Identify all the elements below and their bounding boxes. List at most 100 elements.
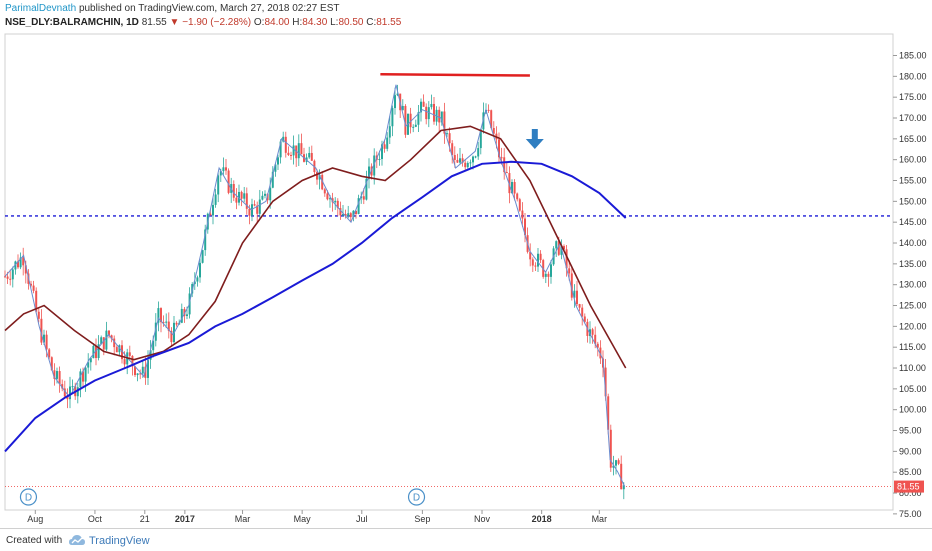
candle-body (87, 362, 90, 368)
candle-body (167, 321, 170, 331)
candle-body (492, 127, 495, 134)
candle-body (617, 460, 620, 464)
candle-body (118, 345, 121, 353)
candle-body (477, 148, 480, 157)
price-chart[interactable]: 75.00 80.00 85.00 90.00 95.00 100.00 105.00 110… (0, 0, 932, 528)
candle-body (95, 345, 97, 359)
candle-body (414, 124, 417, 127)
candle-body (394, 95, 396, 109)
candle-body (17, 261, 19, 268)
candle-body (620, 463, 623, 490)
candle-body (147, 359, 149, 378)
candle-body (248, 208, 251, 216)
candle-body (287, 152, 290, 155)
x-tick-label: Jul (356, 514, 368, 524)
candle-body (113, 338, 116, 348)
candle-body (297, 143, 300, 159)
candle-body (318, 174, 321, 180)
y-tick-label: 125.00 (899, 301, 927, 311)
candle-body (56, 371, 58, 379)
candle-body (227, 170, 230, 193)
candle-body (404, 105, 407, 135)
candle-body (22, 257, 25, 266)
candle-body (115, 347, 118, 353)
candle-body (154, 322, 157, 341)
candle-body (373, 155, 376, 176)
candle-body (123, 359, 126, 365)
candle-body (433, 103, 435, 122)
candle-body (284, 136, 287, 153)
candle-body (609, 429, 612, 468)
candle-body (238, 191, 240, 203)
last-price-tag (894, 480, 924, 493)
dividend-marker (407, 488, 426, 506)
candle-body (557, 241, 560, 255)
dividend-marker-label: D (25, 493, 32, 504)
candle-body (279, 141, 282, 158)
candle-body (134, 366, 136, 376)
candle-body (53, 370, 56, 379)
last-price: 81.55 (141, 17, 167, 28)
candle-body (97, 344, 100, 359)
candle-body (422, 101, 425, 107)
candle-body (503, 157, 506, 173)
candle-body (505, 172, 508, 174)
candle-body (100, 337, 103, 345)
candle-body (66, 396, 69, 400)
y-tick-label: 90.00 (899, 446, 922, 456)
candle-body (607, 396, 610, 430)
candle-body (245, 193, 248, 209)
tradingview-brand[interactable]: TradingView (89, 535, 150, 547)
candle-body (50, 357, 53, 371)
candle-body (11, 269, 14, 280)
candle-body (352, 210, 355, 218)
y-tick-label: 85.00 (899, 467, 922, 477)
author-link[interactable]: ParimalDevnath (5, 3, 77, 14)
candle-body (339, 208, 342, 216)
candle-body (594, 334, 597, 344)
candle-body (6, 276, 9, 279)
candle-body (401, 105, 404, 111)
candle-body (256, 205, 259, 214)
candle-body (277, 157, 279, 165)
candle-body (578, 304, 581, 308)
candle-body (30, 283, 32, 286)
candle-body (253, 204, 256, 206)
candle-body (139, 373, 142, 375)
candle-body (110, 335, 113, 339)
candle-body (555, 241, 558, 249)
ohlc-line: NSE_DLY:BALRAMCHIN, 1D 81.55 ▼ −1.90 (−2… (5, 17, 401, 28)
candle-body (308, 152, 311, 158)
candle-body (388, 126, 391, 138)
candle-body (32, 285, 35, 291)
candle-body (300, 143, 303, 155)
candle-body (368, 166, 370, 179)
candle-body (513, 182, 516, 194)
symbol-label: NSE_DLY:BALRAMCHIN, 1D (5, 17, 139, 28)
moving-average-200-line (4, 160, 627, 453)
candle-body (316, 172, 318, 180)
candle-body (472, 156, 474, 163)
candle-body (84, 367, 87, 382)
candle-body (568, 268, 571, 274)
candle-body (539, 253, 542, 261)
candle-body (165, 321, 168, 323)
candle-body (175, 322, 178, 325)
candle-body (427, 107, 430, 120)
candle-body (105, 330, 108, 350)
candle-body (573, 290, 576, 298)
x-tick-label: Oct (88, 514, 103, 524)
candle-body (547, 273, 550, 277)
candle-body (160, 308, 162, 323)
candle-body (591, 329, 594, 335)
candle-body (440, 111, 443, 123)
y-tick-label: 150.00 (899, 196, 927, 206)
candle-body (71, 386, 74, 388)
candle-body (329, 198, 331, 200)
candle-body (271, 171, 274, 188)
candle-body (61, 384, 64, 389)
candle-body (240, 191, 243, 199)
candle-body (459, 158, 461, 163)
publish-line: ParimalDevnath published on TradingView.… (5, 3, 339, 14)
candle-body (219, 171, 222, 176)
